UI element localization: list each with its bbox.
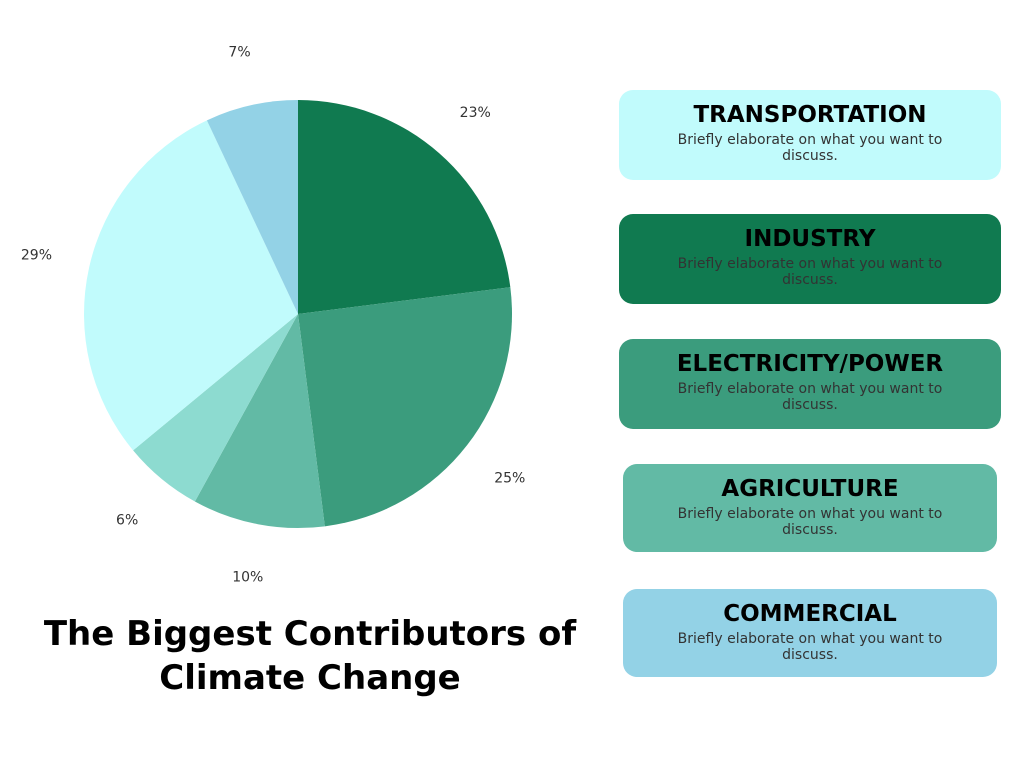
legend-card-transportation: TRANSPORTATION Briefly elaborate on what…: [619, 90, 1001, 180]
legend-description: Briefly elaborate on what you want to di…: [677, 256, 943, 288]
chart-title: The Biggest Contributors of Climate Chan…: [43, 614, 577, 698]
legend-heading: AGRICULTURE: [721, 476, 899, 502]
legend-description: Briefly elaborate on what you want to di…: [677, 631, 943, 663]
legend-heading: ELECTRICITY/POWER: [676, 351, 944, 377]
slice-label: 10%: [232, 569, 263, 585]
legend-description: Briefly elaborate on what you want to di…: [677, 132, 943, 164]
pie-slice: [133, 314, 298, 502]
legend-card-industry: INDUSTRY Briefly elaborate on what you w…: [619, 214, 1001, 304]
slice-label: 23%: [460, 105, 491, 121]
legend-description: Briefly elaborate on what you want to di…: [677, 506, 943, 538]
legend-card-agriculture: AGRICULTURE Briefly elaborate on what yo…: [623, 464, 997, 552]
slice-label: 7%: [228, 44, 250, 60]
pie-slice: [298, 287, 512, 527]
pie-slice: [298, 100, 511, 314]
pie-slice: [83, 120, 298, 451]
slice-label: 6%: [116, 512, 138, 528]
pie-slice: [206, 100, 298, 314]
legend-heading: COMMERCIAL: [723, 601, 897, 627]
pie-slices: [83, 100, 512, 528]
pie-chart: 23% 25% 10% 6% 29% 7%: [21, 44, 525, 585]
legend-description: Briefly elaborate on what you want to di…: [677, 381, 943, 413]
legend-heading: TRANSPORTATION: [693, 102, 927, 128]
slice-label: 25%: [494, 470, 525, 486]
legend-heading: INDUSTRY: [744, 226, 876, 252]
legend-card-commercial: COMMERCIAL Briefly elaborate on what you…: [623, 589, 997, 677]
slice-label: 29%: [21, 248, 52, 264]
legend-card-electricity-power: ELECTRICITY/POWER Briefly elaborate on w…: [619, 339, 1001, 429]
pie-slice: [194, 314, 325, 528]
pie-labels: 23% 25% 10% 6% 29% 7%: [21, 44, 525, 585]
